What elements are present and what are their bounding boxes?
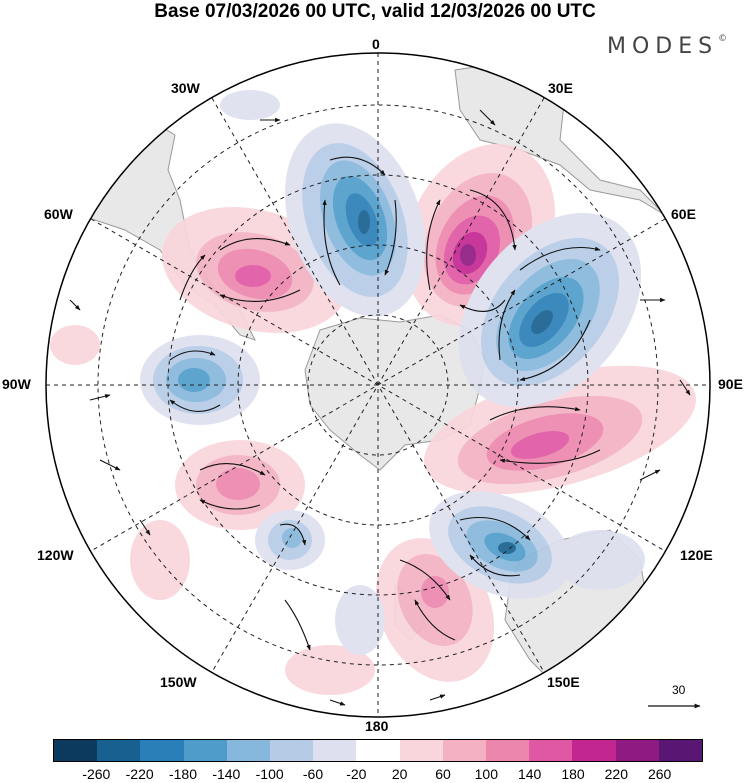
brand-mark: © <box>718 34 728 44</box>
map-boundary <box>45 52 711 718</box>
colorbar-tick-label: -180 <box>168 766 198 782</box>
colorbar-segment <box>399 740 443 761</box>
colorbar-tick-label: -60 <box>302 766 324 782</box>
lon-label-150e: 150E <box>547 674 580 690</box>
colorbar-segment <box>54 740 98 761</box>
brand-logo: MODES© <box>607 34 727 59</box>
colorbar-segment <box>529 740 573 761</box>
lon-label-60e: 60E <box>671 206 696 222</box>
colorbar-segment <box>615 740 659 761</box>
colorbar <box>53 739 703 762</box>
lon-label-150w: 150W <box>160 674 197 690</box>
lon-label-30e: 30E <box>548 80 573 96</box>
colorbar-segment <box>442 740 487 761</box>
colorbar-segment <box>140 740 184 761</box>
colorbar-tick-label: 180 <box>561 766 585 782</box>
colorbar-segment <box>97 740 141 761</box>
colorbar-segment <box>270 740 314 761</box>
colorbar-tick-label: -20 <box>346 766 367 782</box>
colorbar-tick-label: 60 <box>435 766 451 782</box>
lon-label-120e: 120E <box>680 547 713 563</box>
colorbar-segment <box>183 740 227 761</box>
colorbar-segment <box>658 740 703 761</box>
colorbar-tick-label: 100 <box>474 766 499 782</box>
wind-vectors <box>69 109 691 706</box>
colorbar-tick-label: 140 <box>517 766 542 782</box>
reference-vector-label: 30 <box>672 683 686 697</box>
lon-label-120w: 120W <box>37 547 74 563</box>
colorbar-segment <box>313 740 357 761</box>
colorbar-segment <box>486 740 530 761</box>
colorbar-segment <box>572 740 616 761</box>
colorbar-tick-label: -260 <box>82 766 111 782</box>
lon-label-60w: 60W <box>44 206 73 222</box>
brand-text: MODES <box>607 34 719 59</box>
colorbar-tick-label: -100 <box>255 766 284 782</box>
colorbar-segment <box>356 740 400 761</box>
lon-label-180: 180 <box>365 718 389 734</box>
colorbar-tick-label: -140 <box>212 766 241 782</box>
lon-label-90w: 90W <box>2 376 31 392</box>
page-title: Base 07/03/2026 00 UTC, valid 12/03/2026… <box>154 1 596 22</box>
colorbar-tick-label: -220 <box>125 766 154 782</box>
graticule <box>46 53 710 717</box>
lon-label-90e: 90E <box>718 376 743 392</box>
colorbar-segment <box>226 740 271 761</box>
lon-label-30w: 30W <box>171 80 200 96</box>
colorbar-tick-label: 20 <box>391 766 408 782</box>
lon-label-0: 0 <box>372 36 380 52</box>
colorbar-tick-label: 220 <box>604 766 629 782</box>
colorbar-tick-label: 260 <box>647 766 672 782</box>
